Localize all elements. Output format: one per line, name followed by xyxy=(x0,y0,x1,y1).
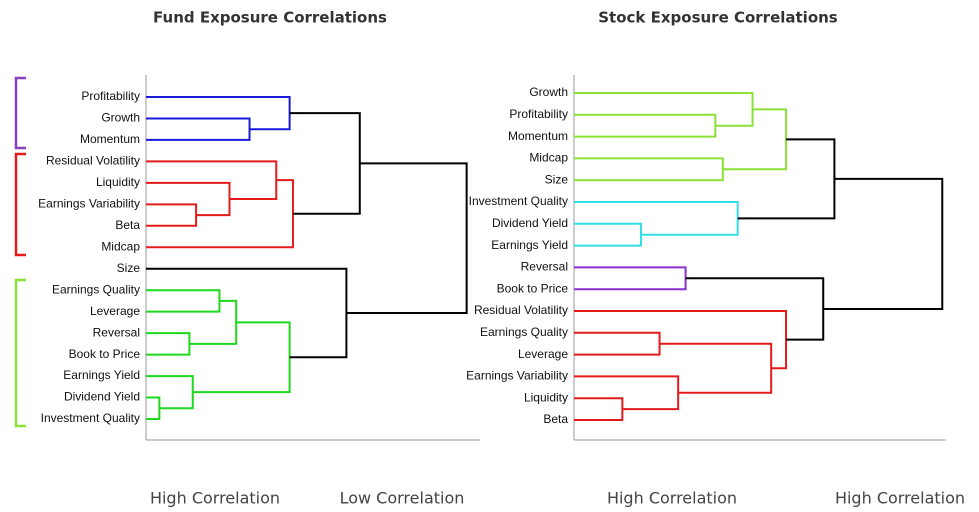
leaf-label: Investment Quality xyxy=(469,194,568,208)
leaf-label: Beta xyxy=(115,218,140,232)
leaf-label: Book to Price xyxy=(497,281,569,295)
leaf-label: Leverage xyxy=(518,347,568,361)
leaf-label: Size xyxy=(117,261,141,275)
dendrogram-link xyxy=(574,331,661,356)
leaf-label: Earnings Yield xyxy=(491,238,568,252)
leaf-label: Earnings Yield xyxy=(63,368,140,382)
bracket xyxy=(14,152,26,257)
leaf-label: Dividend Yield xyxy=(64,390,140,404)
dendrogram-link xyxy=(574,201,739,236)
leaf-label: Residual Volatility xyxy=(474,303,568,317)
dendrogram-link xyxy=(574,92,754,127)
dendrogram-link xyxy=(146,117,251,141)
leaf-label: Momentum xyxy=(508,129,568,143)
bracket xyxy=(14,76,26,150)
dendrogram-link xyxy=(823,177,944,310)
dendrogram-link xyxy=(146,181,231,217)
dendrogram-link xyxy=(189,299,238,345)
dendrogram-link xyxy=(146,160,278,200)
leaf-label: Growth xyxy=(101,111,140,125)
dendrogram-link xyxy=(146,179,294,249)
x-axis-label: High Correlation xyxy=(835,489,965,508)
dendrogram-link xyxy=(574,375,680,411)
leaf-label: Earnings Quality xyxy=(480,325,568,339)
leaf-label: Earnings Variability xyxy=(38,197,140,211)
dendrogram-link xyxy=(146,375,194,410)
leaf-label: Liquidity xyxy=(524,390,568,404)
leaf-label: Momentum xyxy=(80,132,140,146)
chart-title: Fund Exposure Correlations xyxy=(153,9,387,27)
dendrogram-link xyxy=(574,157,724,182)
dendrogram-link xyxy=(346,162,468,315)
dendrogram-link xyxy=(146,332,191,356)
dendrogram-link xyxy=(722,108,788,171)
dendrogram-link xyxy=(574,266,687,291)
x-axis-label: Low Correlation xyxy=(340,489,465,508)
bracket xyxy=(14,278,26,428)
leaf-label: Profitability xyxy=(509,107,568,121)
leaf-label: Dividend Yield xyxy=(492,216,568,230)
dendrogram-link xyxy=(289,112,361,215)
dendrogram-link xyxy=(146,289,221,313)
dendrogram-link xyxy=(574,310,788,370)
leaf-label: Earnings Variability xyxy=(466,369,568,383)
leaf-label: Liquidity xyxy=(96,175,140,189)
leaf-label: Reversal xyxy=(93,325,140,339)
dendrogram-link xyxy=(574,222,642,247)
leaf-label: Beta xyxy=(543,412,568,426)
dendrogram-link xyxy=(146,267,348,359)
leaf-label: Earnings Quality xyxy=(52,282,140,296)
x-axis-label: High Correlation xyxy=(607,489,737,508)
dendrogram-link xyxy=(659,342,773,394)
dendrogram-link xyxy=(574,397,624,421)
leaf-label: Midcap xyxy=(529,151,568,165)
dendrogram-link xyxy=(146,396,161,420)
dendrogram-link xyxy=(146,96,291,131)
dendrogram-link xyxy=(685,277,825,341)
leaf-label: Residual Volatility xyxy=(46,154,140,168)
x-axis-label: High Correlation xyxy=(150,489,280,508)
leaf-label: Growth xyxy=(529,85,568,99)
dendrogram-link xyxy=(146,203,198,227)
dendrogram-link xyxy=(574,113,717,138)
leaf-label: Size xyxy=(545,172,569,186)
chart-title: Stock Exposure Correlations xyxy=(598,9,838,27)
leaf-label: Midcap xyxy=(101,239,140,253)
leaf-label: Reversal xyxy=(521,260,568,274)
leaf-label: Investment Quality xyxy=(41,411,140,425)
dendrogram-link xyxy=(192,321,291,394)
leaf-label: Leverage xyxy=(90,304,140,318)
cluster-brackets xyxy=(14,76,26,428)
leaf-label: Book to Price xyxy=(69,347,141,361)
leaf-label: Profitability xyxy=(81,89,140,103)
